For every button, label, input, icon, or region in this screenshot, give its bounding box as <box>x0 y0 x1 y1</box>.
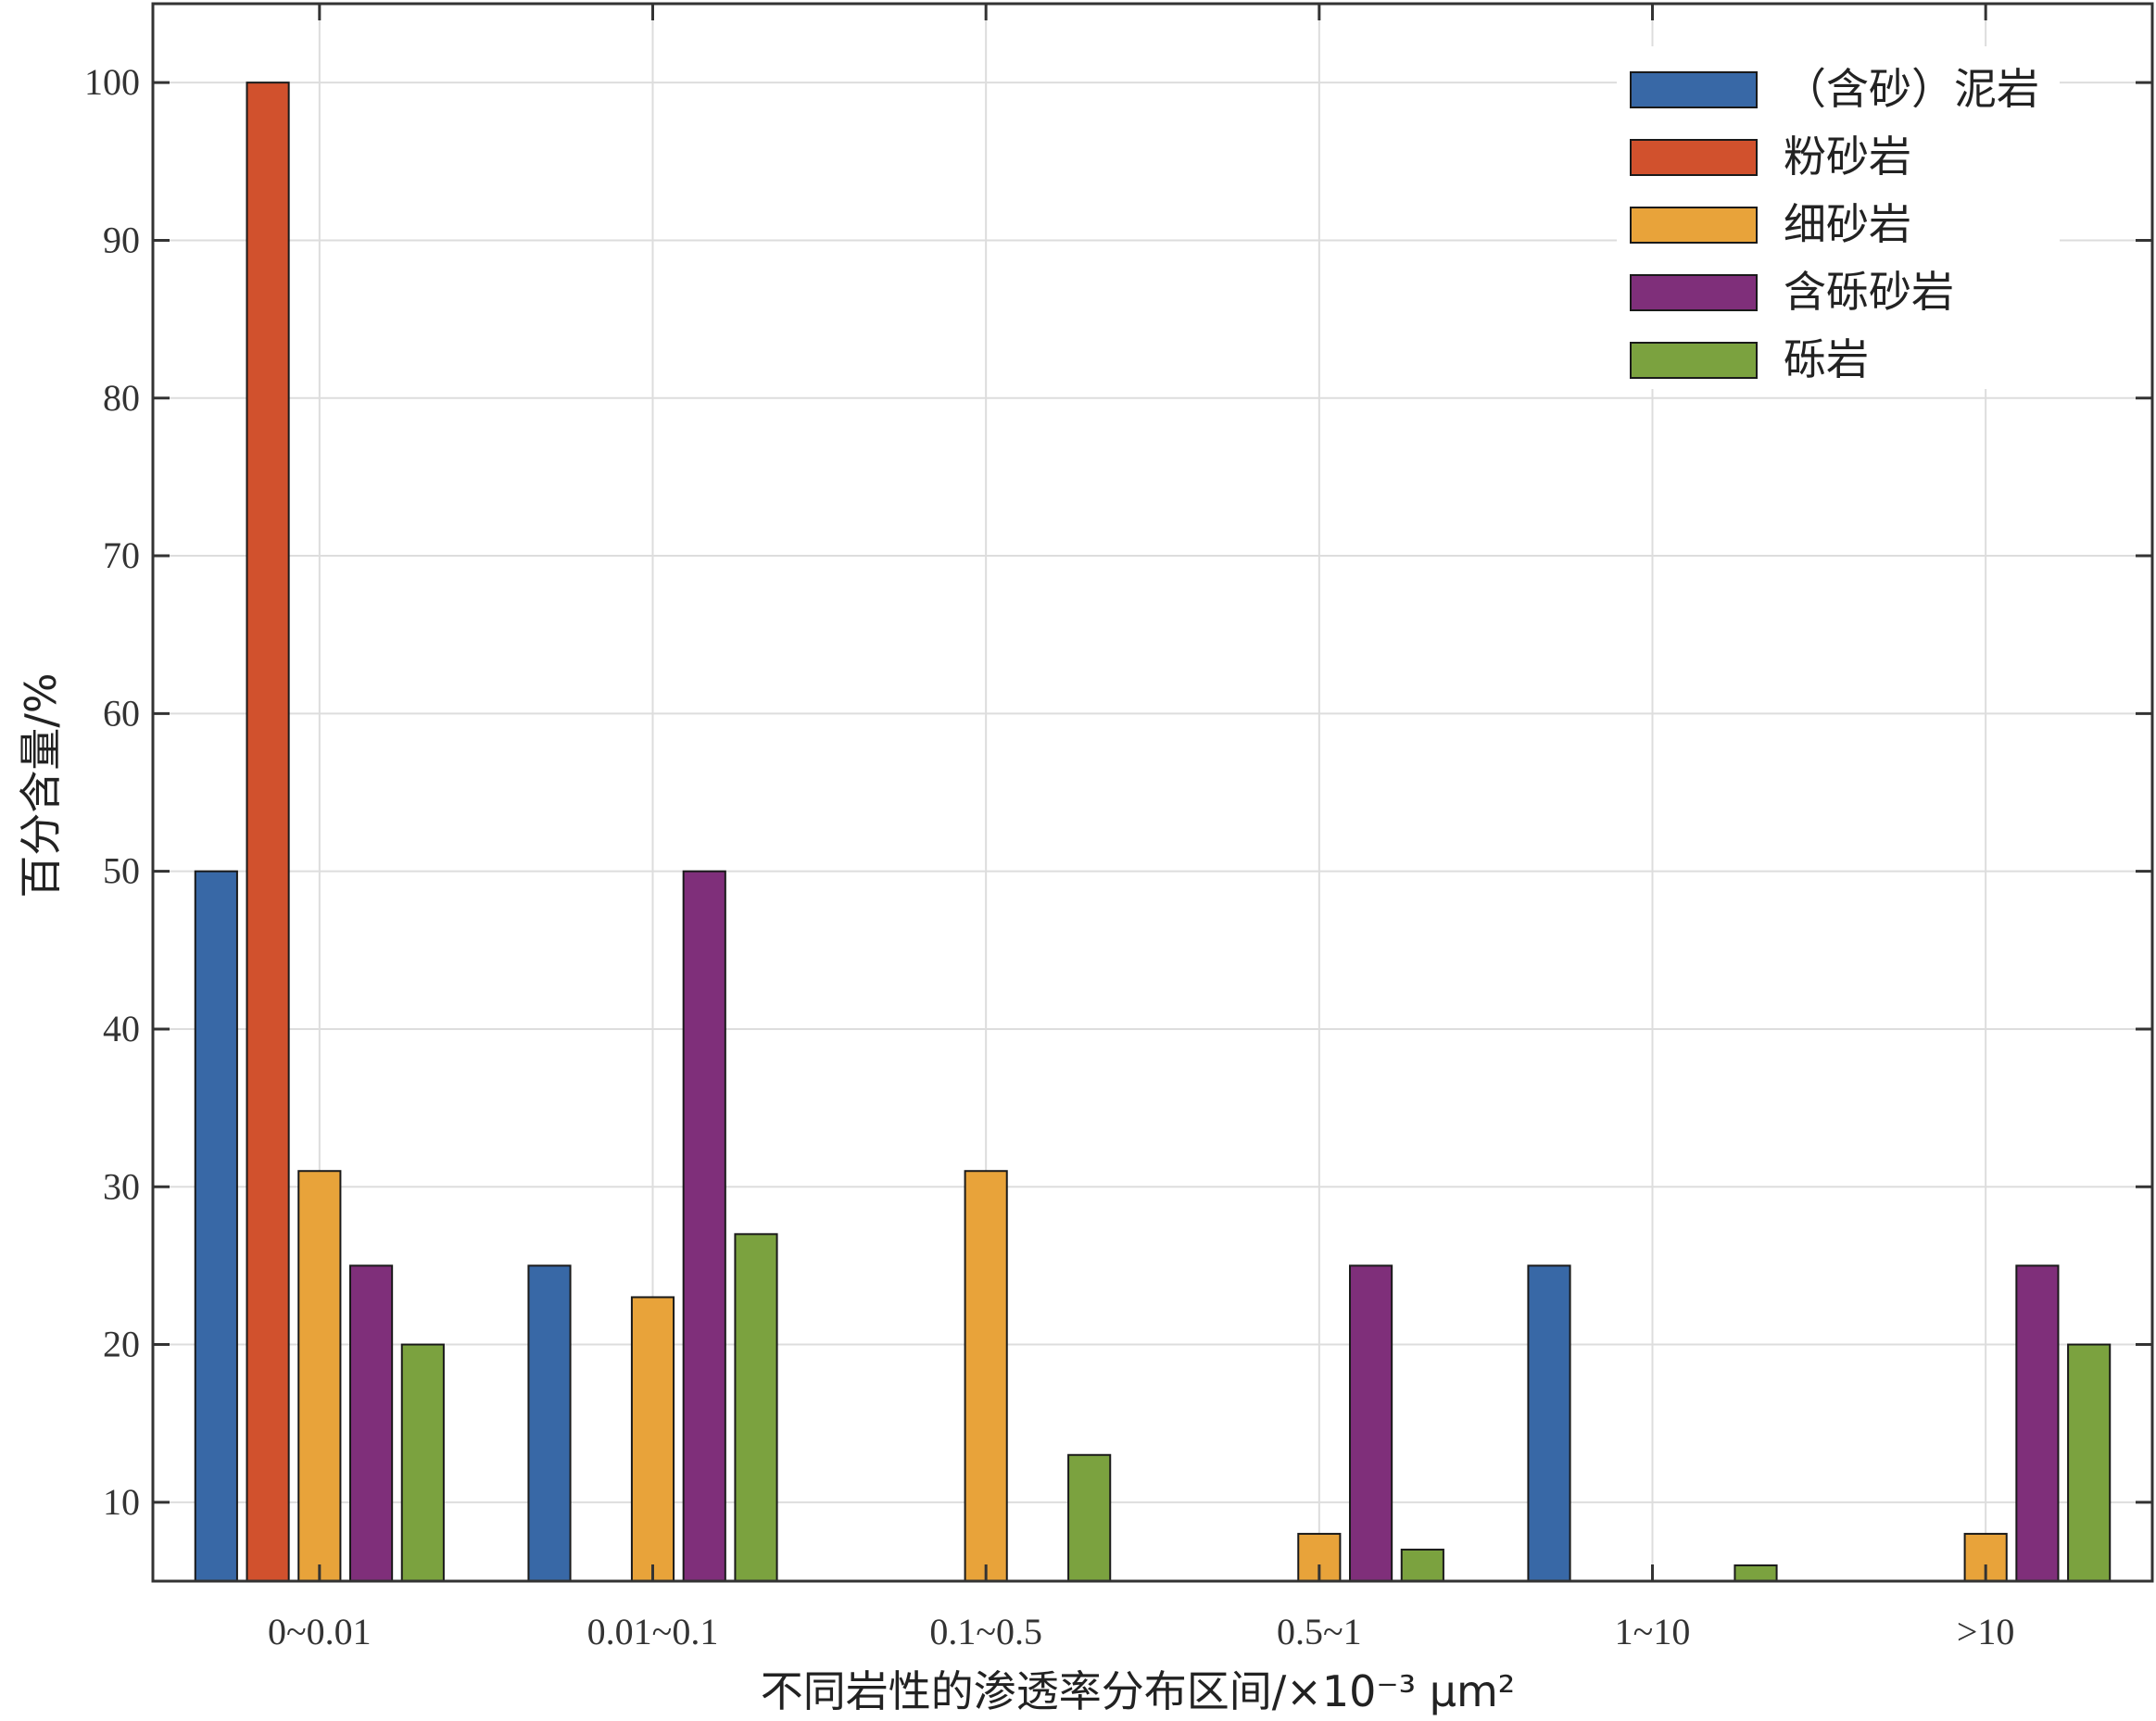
x-tick-label: 0.1~0.5 <box>929 1611 1042 1652</box>
bar <box>2067 1343 2112 1583</box>
y-tick-label: 50 <box>103 850 140 892</box>
legend-label: （含砂）泥岩 <box>1784 64 2039 114</box>
bar <box>527 1264 572 1583</box>
y-tick-label: 70 <box>103 534 140 576</box>
legend-label: 砾岩 <box>1784 334 1869 384</box>
legend-swatch <box>1630 342 1758 379</box>
bar <box>1400 1548 1444 1582</box>
bar <box>1527 1264 1571 1583</box>
x-tick-label: >10 <box>1957 1611 2015 1652</box>
y-tick-label: 20 <box>103 1324 140 1365</box>
bar <box>349 1264 394 1583</box>
legend-label: 细砂岩 <box>1784 199 1911 249</box>
plot-frame <box>151 2 2154 1583</box>
legend-label: 粉砂岩 <box>1784 132 1911 182</box>
y-tick-labels: 10 20 30 40 50 60 70 80 90 100 <box>84 61 140 1523</box>
x-tick-label: 1~10 <box>1615 1611 1691 1652</box>
bar <box>2015 1264 2060 1583</box>
bar <box>1349 1264 1393 1583</box>
bar <box>734 1233 778 1582</box>
x-tick-label: 0~0.01 <box>268 1611 372 1652</box>
y-tick-label: 10 <box>103 1481 140 1523</box>
legend-swatch <box>1630 139 1758 176</box>
legend-swatch <box>1630 71 1758 108</box>
bar <box>400 1343 445 1583</box>
y-axis-title: 百分含量/% <box>16 672 66 898</box>
y-tick-label: 100 <box>84 61 140 103</box>
bar <box>682 870 726 1582</box>
bar <box>964 1170 1008 1582</box>
y-tick-label: 40 <box>103 1008 140 1049</box>
y-tick-label: 90 <box>103 219 140 260</box>
axis-ticks <box>153 4 2152 1581</box>
bar <box>246 82 290 1582</box>
y-tick-label: 80 <box>103 377 140 419</box>
bar <box>1067 1453 1112 1583</box>
legend-swatch <box>1630 274 1758 311</box>
x-tick-label: 0.5~1 <box>1277 1611 1362 1652</box>
bar <box>1734 1564 1778 1582</box>
x-axis-title: 不同岩性的渗透率分布区间/×10⁻³ μm² <box>761 1666 1515 1716</box>
bars <box>194 82 2112 1583</box>
x-tick-label: 0.01~0.1 <box>587 1611 719 1652</box>
legend-label: 含砾砂岩 <box>1784 267 1954 317</box>
y-tick-label: 60 <box>103 692 140 734</box>
legend-swatch <box>1630 207 1758 244</box>
bar <box>194 870 238 1582</box>
bar <box>630 1296 675 1582</box>
x-tick-labels: 0~0.01 0.01~0.1 0.1~0.5 0.5~1 1~10 >10 <box>268 1611 2014 1652</box>
y-tick-label: 30 <box>103 1165 140 1207</box>
bar <box>297 1170 342 1582</box>
